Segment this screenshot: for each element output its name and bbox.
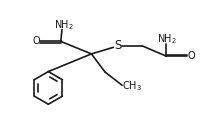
Text: NH$_2$: NH$_2$ xyxy=(53,18,73,32)
Text: O: O xyxy=(32,36,39,46)
Text: S: S xyxy=(113,39,121,53)
Text: CH$_3$: CH$_3$ xyxy=(121,79,141,93)
Text: NH$_2$: NH$_2$ xyxy=(157,33,176,46)
Text: O: O xyxy=(186,51,194,61)
